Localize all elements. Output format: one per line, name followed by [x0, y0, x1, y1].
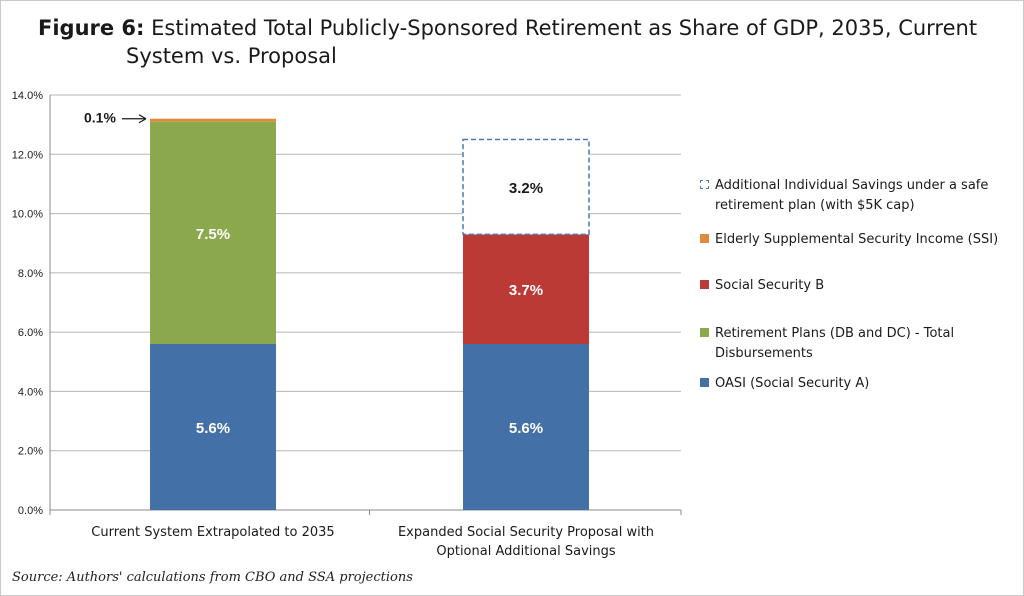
legend-swatch: [700, 328, 709, 337]
figure-number: Figure 6:: [38, 16, 145, 40]
legend-label-line: Additional Individual Savings under a sa…: [715, 178, 989, 193]
legend-label-line: Disbursements: [715, 346, 813, 361]
legend-swatch: [700, 234, 709, 243]
category-label: Optional Additional Savings: [436, 544, 616, 559]
y-tick-label: 4.0%: [18, 386, 43, 398]
data-label: 3.2%: [509, 180, 543, 197]
bar-segment: [150, 118, 276, 122]
data-label: 3.7%: [509, 282, 543, 299]
legend-label: Elderly Supplemental Security Income (SS…: [715, 230, 1015, 250]
category-label: Expanded Social Security Proposal with: [398, 525, 654, 540]
legend-label: Additional Individual Savings under a sa…: [715, 176, 1015, 216]
title-line-1: Estimated Total Publicly-Sponsored Retir…: [151, 16, 978, 40]
bar-segment: [150, 121, 276, 344]
chart-title: Figure 6: Estimated Total Publicly-Spons…: [38, 14, 998, 70]
legend-label-line: OASI (Social Security A): [715, 376, 870, 391]
legend-swatch: [700, 378, 709, 387]
data-label: 7.5%: [196, 226, 230, 243]
legend-item: OASI (Social Security A): [700, 374, 1015, 394]
y-tick-label: 14.0%: [12, 90, 43, 102]
legend-label-line: Social Security B: [715, 278, 825, 293]
bar-segment: [462, 138, 590, 236]
legend-item: Retirement Plans (DB and DC) - Total Disb…: [700, 324, 1015, 364]
annotation-label: 0.1%: [84, 110, 116, 126]
legend-item: Elderly Supplemental Security Income (SS…: [700, 230, 1015, 250]
data-label: 5.6%: [196, 420, 230, 437]
legend-item: Social Security B: [700, 276, 1015, 296]
legend-swatch: [700, 180, 709, 189]
bar-segment: [150, 344, 276, 510]
legend-label: Retirement Plans (DB and DC) - Total Disb…: [715, 324, 1015, 364]
legend-label: Social Security B: [715, 276, 1015, 296]
y-tick-label: 8.0%: [18, 268, 43, 280]
y-tick-label: 2.0%: [18, 446, 43, 458]
data-label: 5.6%: [509, 420, 543, 437]
legend-swatch: [700, 280, 709, 289]
bar-segment: [463, 344, 589, 510]
legend-label-line: Elderly Supplemental Security Income (SS…: [715, 232, 999, 247]
legend-label-line: Retirement Plans (DB and DC) - Total: [715, 326, 955, 341]
y-tick-label: 6.0%: [18, 327, 43, 339]
y-tick-label: 12.0%: [12, 149, 43, 161]
annotation-arrow-head: [138, 114, 147, 124]
title-line-2: System vs. Proposal: [126, 44, 337, 68]
legend-item: Additional Individual Savings under a sa…: [700, 176, 1015, 216]
y-tick-label: 10.0%: [12, 209, 43, 221]
bar-segment: [463, 234, 589, 344]
y-tick-label: 0.0%: [18, 505, 43, 517]
legend-label-line: retirement plan (with $5K cap): [715, 198, 915, 213]
source-note: Source: Authors' calculations from CBO a…: [12, 570, 413, 585]
category-label: Current System Extrapolated to 2035: [91, 525, 334, 540]
legend-label: OASI (Social Security A): [715, 374, 1015, 394]
